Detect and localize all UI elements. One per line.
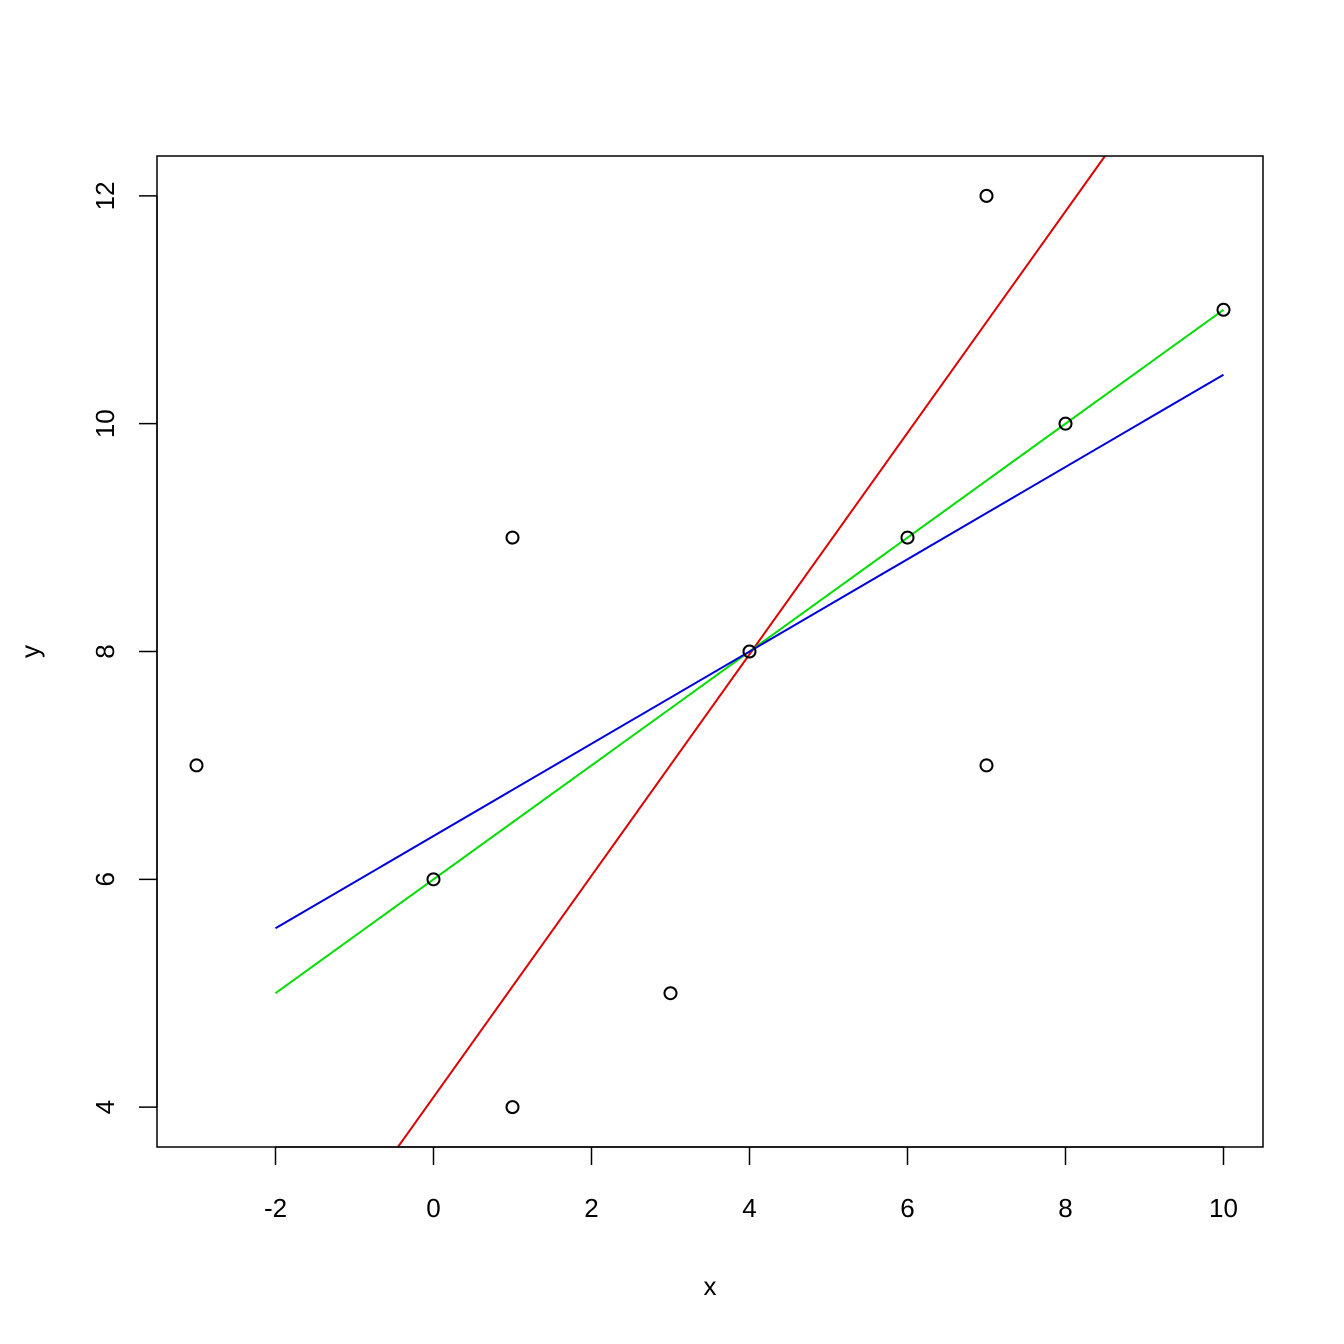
y-tick-label: 4 [90,1100,120,1114]
y-tick-label: 10 [90,409,120,438]
y-tick-label: 8 [90,644,120,658]
y-tick-label: 12 [90,181,120,210]
x-axis: -2 0 2 4 6 8 10 [264,1146,1238,1223]
data-point [979,758,994,773]
data-point [1216,302,1231,317]
x-tick-label: 8 [1058,1193,1072,1223]
fit-line-3 [274,373,1225,930]
y-axis-title: y [15,645,45,658]
y-tick-label: 6 [90,872,120,886]
data-point [900,530,915,545]
x-tick-label: 2 [584,1193,598,1223]
plot-frame [156,155,1264,1148]
x-axis-title: x [704,1271,717,1301]
data-point [426,872,441,887]
data-points [189,188,1231,1115]
x-tick-label: 0 [426,1193,440,1223]
data-point [189,758,204,773]
data-point [505,530,520,545]
x-tick-label: 10 [1209,1193,1238,1223]
x-tick-label: -2 [264,1193,287,1223]
data-point [1058,416,1073,431]
y-axis: 4 6 8 10 12 [90,181,158,1114]
data-point [663,986,678,1001]
data-point [505,1100,520,1115]
x-tick-label: 4 [742,1193,756,1223]
x-tick-label: 6 [900,1193,914,1223]
data-point [979,188,994,203]
fitted-lines [274,155,1225,1148]
data-point [742,644,757,659]
